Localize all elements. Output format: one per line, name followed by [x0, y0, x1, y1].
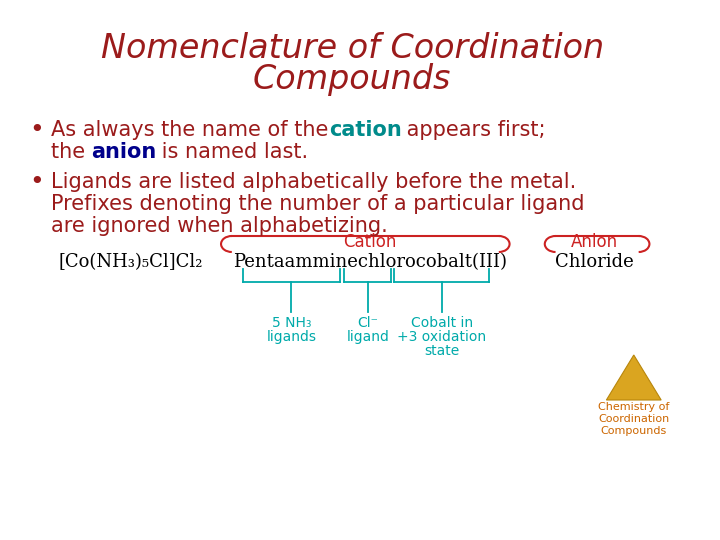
Text: [Co(NH₃)₅Cl]Cl₂: [Co(NH₃)₅Cl]Cl₂: [59, 253, 203, 271]
Text: Coordination: Coordination: [598, 414, 670, 424]
Text: Compounds: Compounds: [253, 64, 451, 97]
Text: Ligands are listed alphabetically before the metal.: Ligands are listed alphabetically before…: [51, 172, 576, 192]
Text: state: state: [424, 344, 459, 358]
Text: Anion: Anion: [571, 233, 618, 251]
Text: Nomenclature of Coordination: Nomenclature of Coordination: [101, 31, 603, 64]
Text: Chemistry of: Chemistry of: [598, 402, 670, 412]
Text: As always the name of the: As always the name of the: [51, 120, 335, 140]
Text: cation: cation: [328, 120, 401, 140]
Polygon shape: [606, 355, 661, 400]
Text: Pentaamminechlorocobalt(III): Pentaamminechlorocobalt(III): [233, 253, 507, 271]
Text: are ignored when alphabetizing.: are ignored when alphabetizing.: [51, 216, 387, 236]
Text: appears first;: appears first;: [400, 120, 545, 140]
Text: Prefixes denoting the number of a particular ligand: Prefixes denoting the number of a partic…: [51, 194, 585, 214]
Text: is named last.: is named last.: [155, 142, 307, 162]
Text: Cation: Cation: [343, 233, 397, 251]
Text: ligands: ligands: [266, 330, 317, 344]
Text: 5 NH₃: 5 NH₃: [271, 316, 311, 330]
Text: +3 oxidation: +3 oxidation: [397, 330, 486, 344]
Text: Chloride: Chloride: [555, 253, 634, 271]
Text: Cl⁻: Cl⁻: [357, 316, 378, 330]
Text: ligand: ligand: [346, 330, 390, 344]
Text: the: the: [51, 142, 91, 162]
Text: Compounds: Compounds: [600, 426, 667, 436]
Text: •: •: [30, 170, 44, 194]
Text: anion: anion: [91, 142, 156, 162]
Text: Cobalt in: Cobalt in: [410, 316, 472, 330]
Text: •: •: [30, 118, 44, 142]
